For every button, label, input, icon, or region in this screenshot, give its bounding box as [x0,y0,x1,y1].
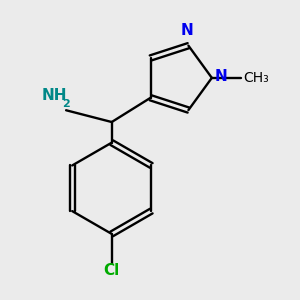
Text: NH: NH [42,88,67,103]
Text: N: N [181,23,193,38]
Text: Cl: Cl [103,263,120,278]
Text: 2: 2 [62,99,69,109]
Text: CH₃: CH₃ [243,71,268,85]
Text: N: N [215,69,227,84]
